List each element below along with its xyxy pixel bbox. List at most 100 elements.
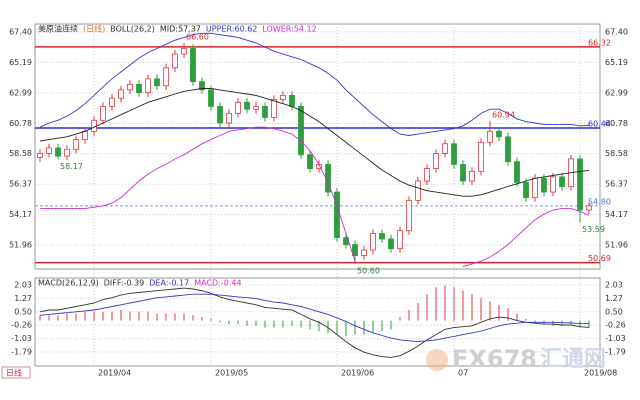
candle-body [91,119,97,132]
candle-body [424,168,430,182]
candle-body [388,238,394,250]
period-tag: (日线) [83,24,105,34]
candle-body [442,143,448,154]
candle-body [514,161,520,183]
chart-title: MACD(26,12,9) [38,279,99,288]
candle-body [307,154,313,169]
candle-body [154,78,160,87]
period-box[interactable] [1,366,31,379]
candle-body [586,205,592,211]
candle-body [541,177,547,193]
legend-entry: UPPER:60.62 [206,25,257,34]
indicator-line [40,126,590,268]
macd-panel [34,277,601,367]
candle-body [415,180,421,201]
y-tick-label: 54.17 [605,210,628,219]
candle-body [64,148,70,157]
candle-body [226,112,232,124]
reference-label: 60.44 [588,119,611,128]
annotation: 58.17 [60,162,83,171]
candle-body [478,141,484,172]
period-label[interactable]: 日线 [6,368,22,378]
candle-body [262,106,268,118]
watermark: FX678 汇通网 [426,345,606,373]
candle-body [406,199,412,232]
candle-body [46,147,52,154]
y-tick-label: 60.78 [9,119,32,128]
legend-entry: MACD:-0.44 [194,279,241,288]
watermark-logo [426,349,448,371]
x-tick-label: 2019/06 [341,369,374,378]
candle-body [208,89,214,107]
candle-body [199,81,205,91]
x-tick-label: 2019/04 [98,369,131,378]
candle-body [163,67,169,87]
y-tick-label: 1.27 [605,294,623,303]
y-tick-label: 51.96 [605,241,628,250]
y-tick-label: 0.50 [605,307,623,316]
y-tick-label: 58.58 [605,149,628,158]
candle-body [109,97,115,107]
reference-label: 54.80 [588,197,611,206]
indicator-line [39,88,590,197]
candle-body [559,176,565,187]
y-tick-label: 65.19 [9,58,32,67]
y-tick-label: 1.27 [14,294,32,303]
candle-body [181,48,187,55]
y-tick-label: -1.03 [11,334,32,343]
reference-label: 50.69 [588,254,611,263]
candle-body [352,244,358,256]
y-tick-label: 58.58 [9,149,32,158]
watermark-text: FX678 [452,345,537,373]
candle-body [298,106,304,156]
candle-body [253,106,259,110]
candle-body [37,153,43,158]
annotation: 60.94 [492,111,515,120]
legend-entry: MID:57.37 [160,25,201,34]
y-tick-label: -1.03 [605,334,626,343]
y-tick-label: -1.79 [605,348,626,357]
candle-body [289,95,295,107]
y-tick-label: 60.78 [605,119,628,128]
candle-body [172,53,178,69]
y-tick-label: 56.37 [9,180,32,189]
candle-body [118,89,124,99]
candle-body [127,83,133,91]
y-tick-label: 62.99 [9,88,32,97]
candle-body [280,95,286,100]
annotation: 66.60 [186,32,209,41]
legend-entry: DEA:-0.17 [149,279,189,288]
y-tick-label: 62.99 [605,88,628,97]
x-tick-label: 2019/08 [584,369,617,378]
y-tick-label: 51.96 [9,241,32,250]
candle-body [73,139,79,150]
x-tick-label: 07 [458,369,468,378]
reference-label: 66.32 [588,38,611,47]
annotation: 50.60 [357,266,380,275]
watermark-text: 汇通网 [540,347,606,372]
y-tick-label: 56.37 [605,180,628,189]
y-tick-label: -1.79 [11,348,32,357]
candle-body [451,143,457,165]
chart-title: 美原油连续 [38,24,78,34]
y-tick-label: 67.40 [9,27,32,36]
legend-entry: DIFF:-0.39 [104,279,145,288]
candle-body [505,136,511,163]
candle-body [496,130,502,138]
candle-body [397,230,403,250]
candle-body [469,170,475,182]
indicator-name: BOLL(26,2) [110,25,155,34]
y-tick-label: 65.19 [605,58,628,67]
indicator-line [39,293,590,343]
candle-body [82,130,88,140]
y-tick-label: -0.26 [11,321,32,330]
candle-body [190,48,196,83]
candle-body [370,233,376,251]
indicator-line [39,287,590,358]
y-tick-label: 54.17 [9,210,32,219]
legend-entry: LOWER:54.12 [262,25,316,34]
candle-body [460,164,466,182]
candle-body [361,249,367,256]
candle-body [523,181,529,198]
